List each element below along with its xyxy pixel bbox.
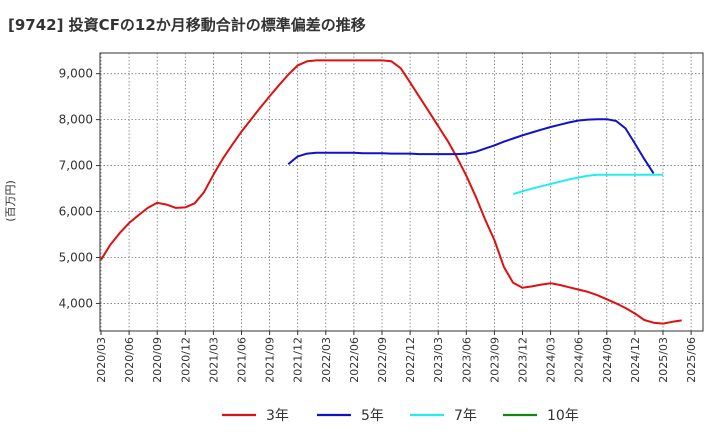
x-tick-label: 2020/12 xyxy=(179,337,192,383)
legend-label: 3年 xyxy=(266,408,289,424)
x-tick-label: 2024/06 xyxy=(573,337,586,383)
grid-lines xyxy=(100,53,703,331)
y-axis-label: (百万円) xyxy=(4,180,17,222)
x-tick-label: 2024/03 xyxy=(545,337,558,383)
y-tick-label: 4,000 xyxy=(59,296,93,310)
x-tick-label: 2022/06 xyxy=(348,337,361,383)
series-line-3年 xyxy=(100,59,682,325)
series-lines xyxy=(100,59,682,325)
y-tick-label: 9,000 xyxy=(59,67,93,81)
x-tick-label: 2022/03 xyxy=(320,337,333,383)
x-tick-label: 2025/06 xyxy=(685,337,698,383)
x-tick-label: 2023/06 xyxy=(460,337,473,383)
x-tick-label: 2020/09 xyxy=(151,337,164,383)
x-tick-label: 2022/12 xyxy=(404,337,417,383)
plot-frame xyxy=(99,52,704,332)
chart-title: [9742] 投資CFの12か月移動合計の標準偏差の推移 xyxy=(8,16,366,34)
legend-label: 7年 xyxy=(454,408,477,424)
legend: 3年 5年 7年 10年 xyxy=(222,408,579,424)
x-tick-label: 2021/06 xyxy=(236,337,249,383)
x-tick-label: 2025/03 xyxy=(657,337,670,383)
x-tick-label: 2023/12 xyxy=(517,337,530,383)
x-tick-label: 2023/03 xyxy=(432,337,445,383)
series-line-7年 xyxy=(512,173,663,196)
x-tick-label: 2022/09 xyxy=(376,337,389,383)
x-tick-label: 2024/12 xyxy=(629,337,642,383)
y-tick-label: 7,000 xyxy=(59,159,93,173)
y-tick-label: 8,000 xyxy=(59,113,93,127)
x-tick-label: 2021/03 xyxy=(207,337,220,383)
y-tick-label: 6,000 xyxy=(59,205,93,219)
y-axis-ticks: 4,000 5,000 6,000 7,000 8,000 9,000 xyxy=(59,67,100,310)
legend-label: 10年 xyxy=(547,408,579,424)
x-tick-label: 2023/09 xyxy=(488,337,501,383)
x-tick-label: 2021/12 xyxy=(292,337,305,383)
x-tick-label: 2021/09 xyxy=(264,337,277,383)
x-tick-label: 2020/06 xyxy=(123,337,136,383)
y-tick-label: 5,000 xyxy=(59,250,93,264)
legend-label: 5年 xyxy=(361,408,384,424)
series-line-5年 xyxy=(287,118,655,174)
x-tick-label: 2020/03 xyxy=(95,337,108,383)
x-tick-label: 2024/09 xyxy=(601,337,614,383)
x-axis-ticks: 2020/03 2020/06 2020/09 2020/12 2021/03 2021/… xyxy=(95,331,698,383)
